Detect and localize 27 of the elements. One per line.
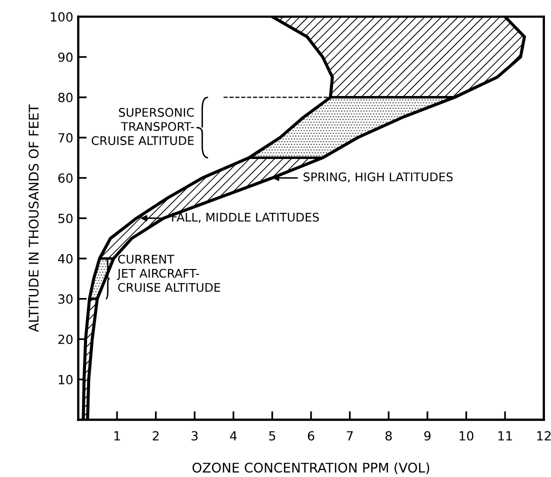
x-axis-title: OZONE CONCENTRATION PPM (VOL) <box>192 462 430 474</box>
x-tick-label: 11 <box>498 431 512 440</box>
y-tick-label: 60 <box>58 173 73 183</box>
x-tick-label: 10 <box>460 431 474 441</box>
x-tick-label: 12 <box>537 431 551 440</box>
y-tick-label: 80 <box>58 92 73 102</box>
y-tick-label: 40 <box>58 254 73 264</box>
x-tick-label: 9 <box>424 431 431 441</box>
x-tick-label: 8 <box>386 431 392 441</box>
annotation: SPRING, HIGH LATITUDES <box>304 172 453 183</box>
x-tick-label: 4 <box>230 431 237 440</box>
x-tick-label: 6 <box>308 431 314 441</box>
y-tick-label: 10 <box>58 374 73 384</box>
x-tick-label: 2 <box>152 431 159 440</box>
x-tick-label: 5 <box>269 431 276 441</box>
band-label: SUPERSONIC TRANSPORT- CRUISE ALTITUDE <box>92 108 194 146</box>
y-tick-label: 30 <box>58 294 73 304</box>
x-tick-label: 7 <box>346 431 353 440</box>
y-tick-label: 70 <box>58 133 73 143</box>
x-tick-label: 1 <box>114 431 120 440</box>
band-label: CURRENT JET AIRCRAFT- CRUISE ALTITUDE <box>116 254 220 292</box>
y-tick-label: 100 <box>50 12 73 22</box>
y-tick-label: 20 <box>58 334 73 344</box>
x-tick-label: 3 <box>192 431 198 441</box>
y-tick-label: 50 <box>58 214 73 224</box>
y-axis-title: ALTITUDE IN THOUSANDS OF FEET <box>28 104 39 332</box>
y-tick-label: 90 <box>58 52 73 62</box>
